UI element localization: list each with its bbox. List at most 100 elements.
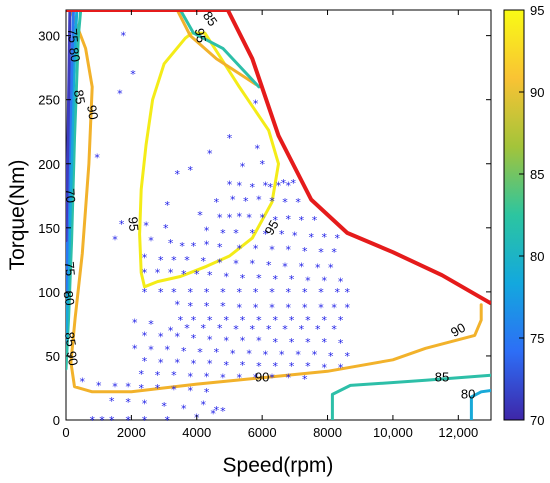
- operating-point: *: [338, 276, 344, 289]
- operating-point: *: [204, 386, 210, 399]
- operating-point: *: [223, 271, 229, 284]
- operating-point: *: [109, 395, 115, 408]
- y-tick-label: 0: [53, 413, 60, 428]
- operating-point: *: [227, 132, 233, 145]
- operating-point: *: [233, 227, 239, 240]
- operating-point: *: [214, 196, 220, 209]
- operating-point: *: [142, 329, 148, 342]
- operating-point: *: [250, 181, 256, 194]
- operating-point: *: [99, 414, 105, 427]
- operating-point: *: [256, 360, 262, 373]
- operating-point: *: [217, 256, 223, 269]
- colorbar-tick-label: 75: [530, 331, 544, 346]
- operating-point: *: [240, 272, 246, 285]
- operating-point: *: [155, 382, 161, 395]
- operating-point: *: [142, 286, 148, 299]
- contour-label: 70: [62, 188, 78, 204]
- operating-point: *: [142, 414, 148, 427]
- y-tick-label: 250: [38, 93, 60, 108]
- operating-point: *: [174, 356, 180, 369]
- operating-point: *: [289, 273, 295, 286]
- operating-point: *: [204, 370, 210, 383]
- colorbar-tick-label: 70: [530, 413, 544, 428]
- operating-point: *: [171, 369, 177, 382]
- operating-point: *: [268, 181, 274, 194]
- operating-point: *: [312, 349, 318, 362]
- operating-point: *: [187, 286, 193, 299]
- operating-point: *: [282, 260, 288, 273]
- operating-point: *: [223, 314, 229, 327]
- operating-point: *: [201, 255, 207, 268]
- operating-point: *: [158, 356, 164, 369]
- operating-point: *: [302, 245, 308, 258]
- contour-label: 95: [261, 218, 281, 238]
- operating-point: *: [331, 301, 337, 314]
- operating-point: *: [289, 360, 295, 373]
- contour-line-70: [66, 10, 72, 243]
- operating-point: *: [155, 267, 161, 280]
- operating-point: *: [240, 160, 246, 173]
- operating-point: *: [80, 376, 86, 389]
- operating-point: *: [302, 286, 308, 299]
- x-axis-title: Speed(rpm): [223, 454, 334, 477]
- operating-point: *: [165, 344, 171, 357]
- efficiency-contours: [66, 10, 491, 420]
- operating-point: *: [281, 177, 287, 190]
- colorbar-ticks: 70 75 80 85 90 95: [519, 3, 544, 428]
- operating-point: *: [197, 346, 203, 359]
- operating-point: *: [174, 299, 180, 312]
- operating-point: *: [168, 267, 174, 280]
- operating-point: *: [210, 408, 216, 421]
- contour-line-85: [330, 373, 491, 420]
- operating-point: *: [119, 218, 125, 231]
- operating-point: *: [328, 350, 334, 363]
- operating-point: *: [125, 414, 131, 427]
- operating-point: *: [263, 228, 269, 241]
- operating-point: *: [204, 300, 210, 313]
- operating-point: *: [207, 314, 213, 327]
- operating-point: *: [315, 262, 321, 275]
- operating-point: *: [181, 345, 187, 358]
- operating-point: *: [269, 301, 275, 314]
- operating-point: *: [233, 258, 239, 271]
- y-tick-label: 200: [38, 157, 60, 172]
- operating-point: *: [308, 231, 314, 244]
- operating-point: *: [191, 332, 197, 345]
- operating-point: *: [204, 224, 210, 237]
- operating-point: *: [171, 286, 177, 299]
- operating-point: *: [142, 251, 148, 264]
- operating-point: *: [295, 196, 301, 209]
- operating-point: *: [240, 335, 246, 348]
- operating-point: *: [322, 362, 328, 375]
- y-tick-label: 300: [38, 29, 60, 44]
- contour-label: 85: [200, 8, 221, 28]
- operating-point: *: [237, 286, 243, 299]
- operating-point: *: [120, 30, 126, 43]
- operating-point: *: [253, 372, 259, 385]
- contour-label: 95: [125, 216, 141, 232]
- operating-point: *: [272, 360, 278, 373]
- contour-label: 80: [66, 46, 83, 63]
- operating-point: *: [174, 331, 180, 344]
- operating-point: *: [148, 235, 154, 248]
- operating-point: *: [197, 209, 203, 222]
- y-tick-label: 50: [46, 349, 60, 364]
- operating-point: *: [132, 342, 138, 355]
- operating-point: *: [201, 322, 207, 335]
- operating-point: *: [207, 358, 213, 371]
- operating-point: *: [286, 372, 292, 385]
- operating-point: *: [217, 241, 223, 254]
- operating-point: *: [161, 400, 167, 413]
- x-tick-label: 4000: [182, 425, 211, 440]
- operating-point: *: [286, 213, 292, 226]
- operating-point: *: [256, 194, 262, 207]
- operating-point: *: [207, 333, 213, 346]
- operating-point: *: [130, 68, 136, 81]
- operating-point: *: [315, 323, 321, 336]
- colorbar-tick-label: 95: [530, 3, 544, 18]
- operating-point: *: [158, 286, 164, 299]
- contour-line-85: [66, 10, 83, 371]
- operating-point: *: [322, 274, 328, 287]
- operating-point: *: [168, 324, 174, 337]
